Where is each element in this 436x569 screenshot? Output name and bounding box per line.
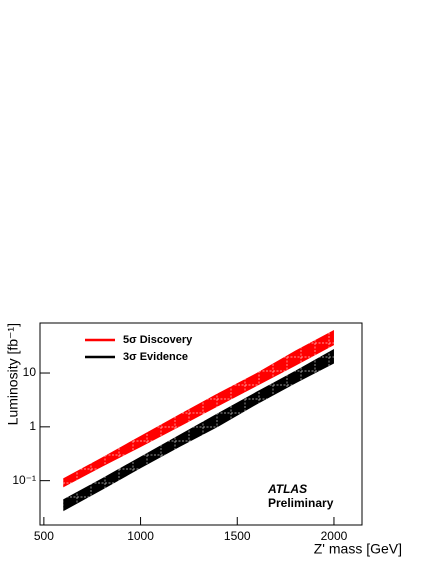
x-tick-label: 2000 bbox=[321, 529, 348, 543]
x-tick-label: 1000 bbox=[127, 529, 154, 543]
y-tick-label: 10 bbox=[23, 365, 37, 379]
y-tick-label: 1 bbox=[29, 419, 36, 433]
y-tick-label: 10⁻¹ bbox=[12, 473, 36, 487]
legend-label: 3σ Evidence bbox=[123, 351, 188, 363]
band-hatch bbox=[63, 348, 334, 512]
plot-frame bbox=[39, 322, 363, 526]
preliminary-label: Preliminary bbox=[268, 496, 334, 510]
y-axis-label: Luminosity [fb⁻¹] bbox=[5, 323, 21, 425]
x-tick-label: 1500 bbox=[224, 529, 251, 543]
atlas-label: ATLAS bbox=[267, 482, 307, 496]
x-axis-label: Z' mass [GeV] bbox=[314, 541, 402, 557]
band-hatch bbox=[63, 330, 334, 488]
x-tick-label: 500 bbox=[34, 529, 54, 543]
legend-label: 5σ Discovery bbox=[123, 334, 193, 346]
